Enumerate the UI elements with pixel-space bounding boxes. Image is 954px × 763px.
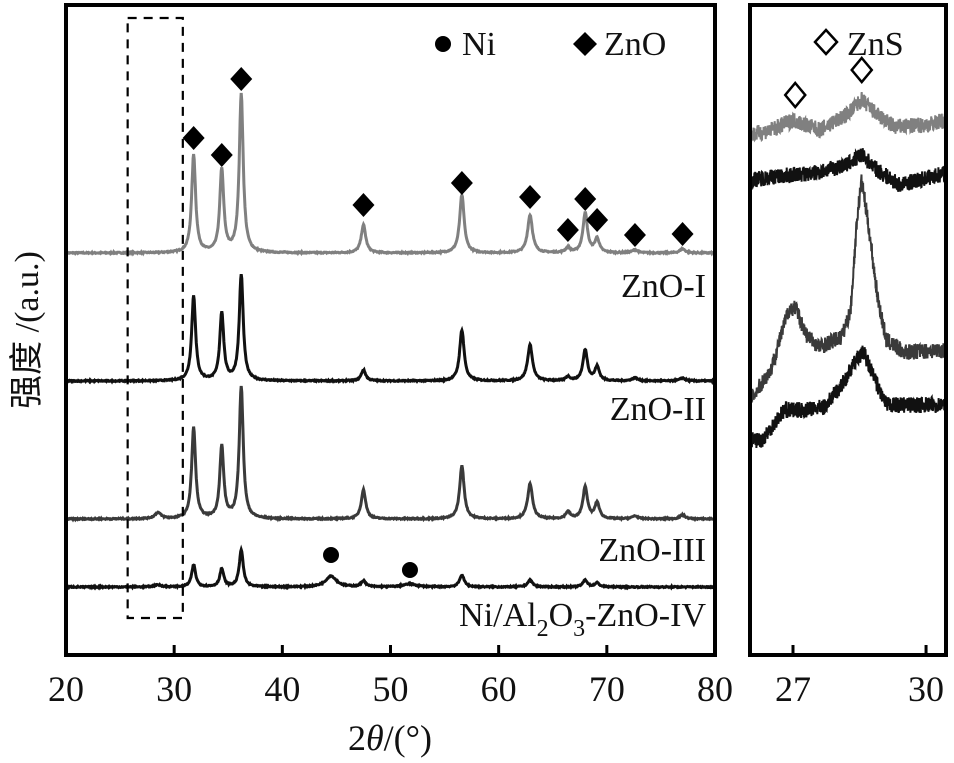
zno-peak-marker xyxy=(210,143,233,167)
zns-peak-marker xyxy=(850,56,874,84)
legend-ni-label: Ni xyxy=(462,26,496,63)
axis-ticks: 20 30 40 50 60 70 80 27 30 xyxy=(48,645,944,709)
series-label-zno-ii: ZnO-II xyxy=(610,391,706,428)
legend-zoom: ZnS xyxy=(813,26,904,63)
zno-peak-marker xyxy=(671,222,694,246)
x-tick-label: 40 xyxy=(264,669,300,709)
phase-markers xyxy=(182,56,874,578)
zno-peak-marker xyxy=(586,208,609,232)
x-axis-label: 2θ/(°) xyxy=(348,718,432,758)
trace-main-0 xyxy=(64,92,717,257)
ni-legend-marker xyxy=(435,36,451,52)
highlight-box xyxy=(126,16,184,620)
trace-zoom-3 xyxy=(749,345,947,449)
zno-peak-marker xyxy=(352,193,375,217)
series-label-zno-i: ZnO-I xyxy=(621,268,706,305)
zno-legend-marker xyxy=(573,32,597,56)
zoom-x-tick-label: 30 xyxy=(908,669,944,709)
zoom-panel-traces xyxy=(749,91,947,449)
trace-zoom-0 xyxy=(749,91,947,143)
series-label-ni-al2o3-zno-iv: Ni/Al2O3-ZnO-IV xyxy=(459,597,706,642)
x-tick-label: 70 xyxy=(589,669,625,709)
zno-peak-marker xyxy=(574,187,597,211)
legend-main: Ni ZnO xyxy=(435,26,666,63)
zno-peak-marker xyxy=(623,223,646,247)
legend-zno-label: ZnO xyxy=(604,26,666,63)
ni-peak-marker xyxy=(401,562,418,578)
ni-peak-marker xyxy=(323,547,340,563)
zno-peak-marker xyxy=(450,171,473,195)
trace-zoom-2 xyxy=(749,174,947,403)
trace-zoom-1 xyxy=(749,148,947,192)
zns-legend-marker xyxy=(813,28,839,56)
x-tick-label: 80 xyxy=(697,669,733,709)
trace-main-2 xyxy=(65,385,716,523)
y-axis-label: 强度 /(a.u.) xyxy=(8,251,46,409)
zns-peak-marker xyxy=(783,81,807,109)
zno-peak-marker xyxy=(182,126,205,150)
zno-peak-marker xyxy=(230,67,253,91)
x-tick-label: 60 xyxy=(481,669,517,709)
trace-main-1 xyxy=(64,273,717,386)
x-tick-label: 20 xyxy=(48,669,84,709)
zoom-plot-frame xyxy=(748,3,948,657)
series-label-zno-iii: ZnO-III xyxy=(598,532,706,569)
zno-peak-marker xyxy=(556,218,579,242)
legend-zns-label: ZnS xyxy=(847,26,904,63)
x-tick-label: 50 xyxy=(373,669,409,709)
main-panel-traces xyxy=(64,92,717,591)
zoom-x-tick-label: 27 xyxy=(775,669,811,709)
trace-main-3 xyxy=(65,544,717,591)
x-tick-label: 30 xyxy=(156,669,192,709)
zno-peak-marker xyxy=(519,185,542,209)
